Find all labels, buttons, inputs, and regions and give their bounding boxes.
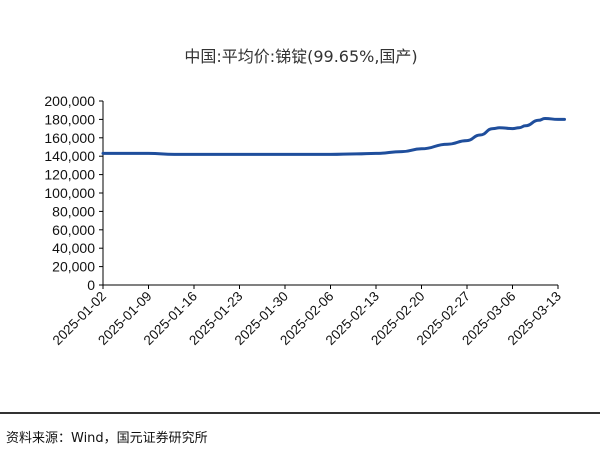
divider: [0, 412, 600, 414]
series-line: [101, 117, 566, 156]
y-tick-label: 140,000: [44, 148, 95, 164]
y-tick-label: 60,000: [52, 222, 95, 238]
y-tick-label: 160,000: [44, 130, 95, 146]
plot-area: 0 20,000 40,000 60,000 80,000 100,000 120,000 1…: [44, 93, 566, 348]
y-tick-label: 0: [87, 277, 95, 293]
y-tick-label: 120,000: [44, 167, 95, 183]
chart-title: 中国:平均价:锑锭(99.65%,国产): [184, 47, 417, 66]
y-tick-label: 100,000: [44, 185, 95, 201]
y-tick-label: 20,000: [52, 259, 95, 275]
y-tick-label: 180,000: [44, 111, 95, 127]
y-tick-label: 40,000: [52, 240, 95, 256]
y-tick-label: 200,000: [44, 93, 95, 109]
source-note: 资料来源：Wind，国元证券研究所: [6, 431, 208, 446]
y-tick-label: 80,000: [52, 203, 95, 219]
